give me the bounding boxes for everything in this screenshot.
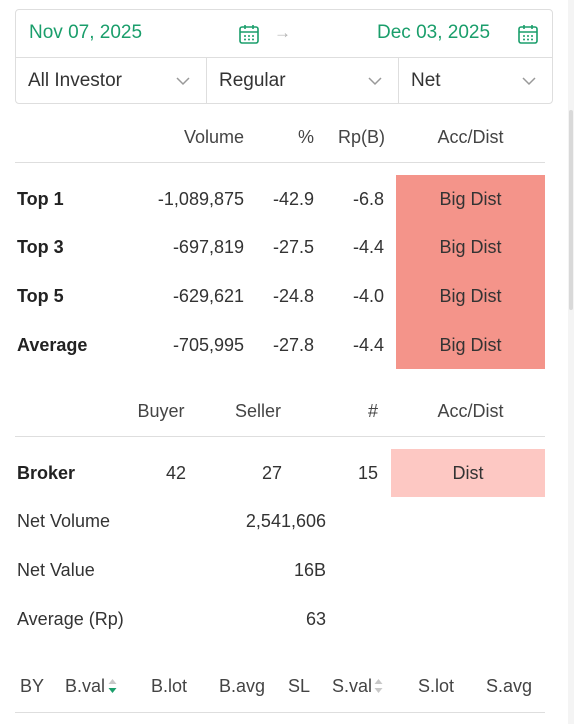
col-header-sl[interactable]: SL xyxy=(288,676,311,696)
col-header-volume: Volume xyxy=(183,127,244,147)
cell-seller: 27 xyxy=(261,463,282,483)
mode-select-value: Net xyxy=(411,70,441,91)
cell-volume: -629,621 xyxy=(172,286,244,306)
col-header-bavg[interactable]: B.avg xyxy=(219,676,266,696)
col-header-blot[interactable]: B.lot xyxy=(151,676,188,696)
chevron-down-icon xyxy=(522,77,536,86)
accdist-highlight xyxy=(391,449,545,497)
scrollbar-thumb[interactable] xyxy=(569,110,573,310)
arrow-right-icon: → xyxy=(274,23,291,42)
summary-value: 63 xyxy=(305,609,326,629)
summary-value: 2,541,606 xyxy=(245,511,326,531)
cell-pct: -27.8 xyxy=(272,335,314,355)
cell-volume: -705,995 xyxy=(172,335,244,355)
divider xyxy=(15,712,545,713)
accdist-highlight xyxy=(396,175,545,369)
col-header-accdist: Acc/Dist xyxy=(437,127,504,147)
cell-accdist: Big Dist xyxy=(439,237,502,257)
col-header-by[interactable]: BY xyxy=(20,676,45,696)
mode-select[interactable]: Net xyxy=(399,58,552,104)
chevron-down-icon xyxy=(176,77,190,86)
cell-count: 15 xyxy=(357,463,378,483)
summary-value: 16B xyxy=(293,560,326,580)
cell-pct: -27.5 xyxy=(272,237,314,257)
row-label: Top 1 xyxy=(17,189,64,209)
cell-buyer: 42 xyxy=(165,463,186,483)
investor-select[interactable]: All Investor xyxy=(16,58,207,104)
sort-icon[interactable] xyxy=(374,679,383,693)
cell-rp: -6.8 xyxy=(352,189,384,209)
date-to[interactable]: Dec 03, 2025 xyxy=(377,22,491,43)
cell-accdist: Big Dist xyxy=(439,189,502,209)
date-range-picker[interactable]: Nov 07, 2025 → Dec 03, 2025 xyxy=(16,10,552,58)
cell-accdist: Big Dist xyxy=(439,335,502,355)
cell-volume: -697,819 xyxy=(172,237,244,257)
market-select[interactable]: Regular xyxy=(207,58,399,104)
scrollbar-track[interactable] xyxy=(568,0,574,724)
col-header-accdist: Acc/Dist xyxy=(437,401,504,421)
col-header-sval[interactable]: S.val xyxy=(332,676,373,696)
col-header-bval[interactable]: B.val xyxy=(65,676,106,696)
row-label: Broker xyxy=(17,463,76,483)
cell-rp: -4.4 xyxy=(352,237,384,257)
calendar-icon[interactable] xyxy=(238,23,260,45)
summary-label: Average (Rp) xyxy=(17,609,124,629)
row-label: Top 5 xyxy=(17,286,64,306)
col-header-rp: Rp(B) xyxy=(337,127,385,147)
calendar-icon[interactable] xyxy=(517,23,539,45)
date-from[interactable]: Nov 07, 2025 xyxy=(29,22,143,43)
col-header-buyer: Buyer xyxy=(137,401,185,421)
divider xyxy=(15,162,545,163)
col-header-slot[interactable]: S.lot xyxy=(418,676,455,696)
row-label: Top 3 xyxy=(17,237,64,257)
cell-accdist: Big Dist xyxy=(439,286,502,306)
cell-pct: -24.8 xyxy=(272,286,314,306)
divider xyxy=(15,436,545,437)
col-header-pct: % xyxy=(297,127,314,147)
col-header-seller: Seller xyxy=(234,401,282,421)
cell-rp: -4.0 xyxy=(352,286,384,306)
summary-label: Net Volume xyxy=(17,511,111,531)
summary-label: Net Value xyxy=(17,560,95,580)
cell-volume: -1,089,875 xyxy=(157,189,244,209)
chevron-down-icon xyxy=(368,77,382,86)
filter-panel: Nov 07, 2025 → Dec 03, 2025 All Investor… xyxy=(15,9,553,104)
col-header-count: # xyxy=(367,401,378,421)
investor-select-value: All Investor xyxy=(28,70,122,91)
cell-rp: -4.4 xyxy=(352,335,384,355)
market-select-value: Regular xyxy=(219,70,286,91)
cell-accdist: Dist xyxy=(452,463,484,483)
sort-icon[interactable] xyxy=(108,679,117,693)
row-label: Average xyxy=(17,335,88,355)
col-header-savg[interactable]: S.avg xyxy=(486,676,533,696)
cell-pct: -42.9 xyxy=(272,189,314,209)
